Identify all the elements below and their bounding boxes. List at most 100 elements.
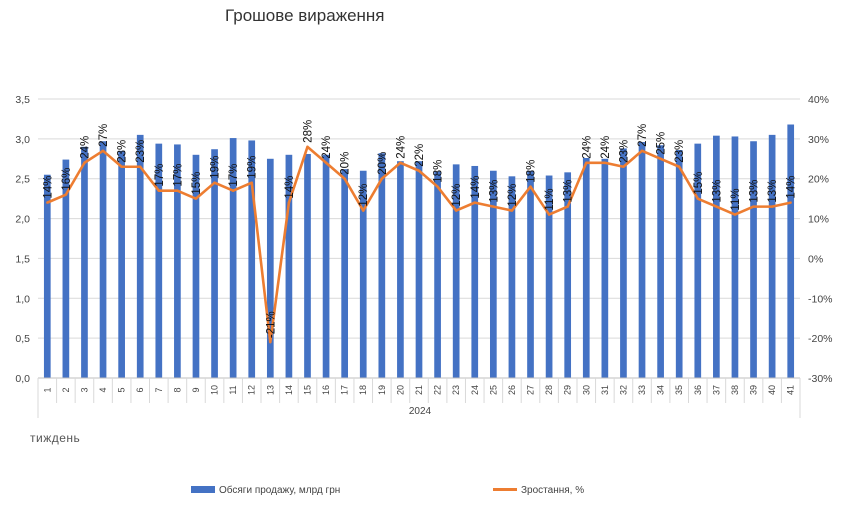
line-point <box>659 157 662 160</box>
y-left-tick-label: 2,0 <box>15 214 30 226</box>
line-point <box>287 201 291 204</box>
bar <box>471 165 479 378</box>
x-tick-label: 33 <box>637 385 647 395</box>
line-point <box>585 161 588 164</box>
data-label: -21% <box>265 311 277 338</box>
bar <box>266 158 274 378</box>
line-point <box>231 189 235 192</box>
line-point <box>176 189 179 192</box>
data-label: 24% <box>600 136 612 159</box>
data-label: 12% <box>451 184 463 207</box>
x-tick-label: 19 <box>377 385 387 395</box>
line-point <box>677 165 681 168</box>
data-label: 13% <box>488 180 500 203</box>
x-tick-label: 7 <box>154 387 164 392</box>
x-tick-label: 20 <box>395 385 405 395</box>
bar <box>136 134 144 378</box>
x-tick-label: 6 <box>135 387 145 392</box>
y-right-tick-label: 10% <box>808 214 829 226</box>
y-right-tick-label: -30% <box>808 373 833 385</box>
y-right-tick-label: 20% <box>808 174 829 186</box>
period-label: 2024 <box>409 406 432 417</box>
data-label: 13% <box>767 180 779 203</box>
x-tick-label: 15 <box>302 385 312 395</box>
y-right-tick-label: 0% <box>808 253 823 265</box>
x-tick-label: 11 <box>228 385 238 394</box>
data-label: 20% <box>377 152 389 175</box>
data-label: 15% <box>191 172 203 195</box>
x-tick-label: 4 <box>98 387 108 392</box>
line-point <box>436 185 439 188</box>
y-left-tick-label: 3,5 <box>15 94 30 106</box>
data-label: 13% <box>563 180 575 203</box>
line-point <box>250 181 253 184</box>
x-tick-label: 10 <box>210 385 220 395</box>
x-axis: 1 2 3 4 5 6 7 8 9 10 11 12 13 14 15 16 17 18 19 20 21 22 23 24 2… <box>37 377 801 418</box>
x-tick-label: 1 <box>42 387 52 392</box>
data-label: 27% <box>98 124 110 147</box>
line-point <box>417 169 421 172</box>
bar <box>81 146 88 378</box>
data-label: 14% <box>284 176 296 199</box>
x-tick-label: 24 <box>470 385 480 395</box>
x-tick-label: 8 <box>172 387 182 392</box>
x-tick-label: 17 <box>340 385 350 395</box>
bar <box>155 143 163 378</box>
line-point <box>566 205 569 208</box>
bar <box>359 170 367 378</box>
line-point <box>789 201 792 204</box>
chart-title: Грошове вираження <box>225 6 385 25</box>
line-point <box>752 205 755 208</box>
y-right-tick-label: -10% <box>808 293 833 305</box>
data-label: 18% <box>526 160 538 183</box>
x-tick-label: 16 <box>321 385 331 395</box>
data-label: 14% <box>786 176 798 199</box>
x-tick-label: 18 <box>358 385 368 395</box>
x-tick-label: 35 <box>674 385 684 395</box>
bar <box>229 138 237 378</box>
bar <box>657 145 664 378</box>
bar <box>341 169 349 378</box>
bar <box>713 135 720 378</box>
line-point <box>492 205 495 208</box>
bar <box>378 153 386 378</box>
line-point <box>715 205 718 208</box>
y-right-tick-label: 30% <box>808 134 829 146</box>
x-tick-label: 32 <box>618 385 628 395</box>
x-tick-label: 12 <box>247 385 257 395</box>
line-point <box>139 165 142 168</box>
data-label: 23% <box>117 140 129 163</box>
x-tick-label: 31 <box>600 385 610 395</box>
bar <box>99 141 107 378</box>
x-tick-label: 2 <box>61 387 71 392</box>
y-left-tick-label: 0,0 <box>15 373 30 385</box>
line-series <box>46 145 792 344</box>
x-tick-label: 41 <box>786 385 796 395</box>
line-point <box>306 145 309 149</box>
bar <box>43 174 51 378</box>
x-tick-label: 27 <box>526 385 536 395</box>
data-label: 11% <box>730 188 742 210</box>
line-point <box>324 161 328 164</box>
y-axis-left: 0,0 0,5 1,0 1,5 2,0 2,5 3,0 3,5 <box>15 94 30 385</box>
data-label: 27% <box>637 124 649 147</box>
data-label: 22% <box>414 144 426 167</box>
x-axis-title: тиждень <box>30 431 80 445</box>
line-point <box>194 197 198 200</box>
bar <box>211 149 218 378</box>
data-label: 17% <box>228 164 240 187</box>
x-tick-label: 40 <box>767 385 777 395</box>
bar <box>415 161 423 378</box>
bar <box>192 154 200 378</box>
y-left-tick-label: 2,5 <box>15 174 30 186</box>
bar <box>564 172 572 378</box>
data-label: 13% <box>749 180 761 203</box>
x-tick-label: 28 <box>544 385 554 395</box>
legend-bar-label: Обсяги продажу, млрд грн <box>219 484 340 496</box>
legend: Обсяги продажу, млрд грн Зростання, % <box>191 484 584 496</box>
data-label: 24% <box>395 136 407 159</box>
x-tick-label: 39 <box>749 385 759 395</box>
bar <box>304 154 311 378</box>
line-point <box>380 177 384 180</box>
y-left-tick-label: 1,0 <box>15 293 30 305</box>
